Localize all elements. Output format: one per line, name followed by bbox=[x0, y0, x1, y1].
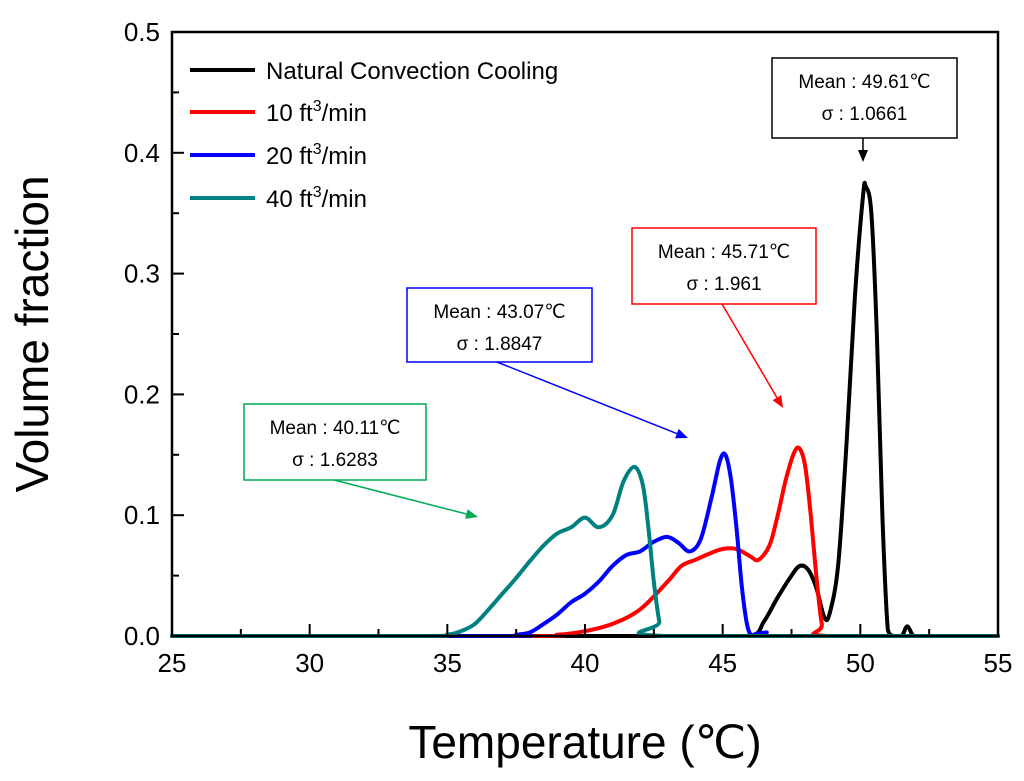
annotation-box-3 bbox=[406, 287, 593, 363]
annotation-sigma-2: σ : 1.961 bbox=[686, 274, 761, 295]
annotation-box-1 bbox=[771, 57, 958, 139]
y-tick-label: 0.3 bbox=[124, 259, 160, 289]
x-axis-title: Temperature (℃) bbox=[408, 716, 761, 768]
annotation-sigma-3: σ : 1.8847 bbox=[457, 334, 543, 355]
y-tick-label: 0.0 bbox=[124, 621, 160, 651]
annotation-mean-3: Mean : 43.07℃ bbox=[433, 302, 565, 323]
axis-ticks-group: 25 30 35 40 45 50 55 0.0 0.1 0.2 0.3 0.4 0.5 bbox=[124, 17, 1013, 678]
x-tick-label: 40 bbox=[571, 648, 600, 678]
x-tick-label: 25 bbox=[158, 648, 187, 678]
x-tick-label: 50 bbox=[846, 648, 875, 678]
x-tick-label: 45 bbox=[708, 648, 737, 678]
legend-label-4: 40 ft3/min bbox=[266, 184, 367, 213]
annotation-box-2 bbox=[631, 227, 817, 305]
annotation-arrow-2 bbox=[721, 303, 778, 399]
legend-label-1: Natural Convection Cooling bbox=[266, 58, 558, 85]
annotation-mean-4: Mean : 40.11℃ bbox=[270, 418, 401, 439]
series-line-3 bbox=[170, 451, 1000, 639]
annotation-mean-2: Mean : 45.71℃ bbox=[658, 242, 790, 263]
annotation-arrowhead-2 bbox=[772, 395, 783, 408]
annotation-arrow-4 bbox=[333, 479, 467, 515]
x-tick-label: 55 bbox=[984, 648, 1013, 678]
annotation-arrowhead-3 bbox=[675, 428, 688, 439]
x-tick-label: 35 bbox=[433, 648, 462, 678]
x-tick-label: 30 bbox=[295, 648, 324, 678]
legend-label-2: 10 ft3/min bbox=[266, 98, 367, 127]
y-tick-label: 0.1 bbox=[124, 500, 160, 530]
legend: Natural Convection Cooling 10 ft3/min 20 f… bbox=[190, 58, 558, 213]
y-tick-label: 0.2 bbox=[124, 379, 160, 409]
annotation-arrow-3 bbox=[496, 361, 678, 435]
annotation-sigma-4: σ : 1.6283 bbox=[292, 450, 378, 471]
annotations-group: Mean : 49.61℃ σ : 1.0661 Mean : 45.71℃ σ : … bbox=[243, 57, 958, 519]
y-axis-title: Volume fraction bbox=[6, 175, 58, 492]
y-tick-label: 0.5 bbox=[124, 17, 160, 47]
series-line-4 bbox=[170, 464, 1000, 639]
y-tick-label: 0.4 bbox=[124, 138, 160, 168]
legend-label-3: 20 ft3/min bbox=[266, 141, 367, 170]
annotation-box-4 bbox=[243, 403, 427, 481]
annotation-arrowhead-4 bbox=[465, 509, 478, 519]
annotation-arrowhead-1 bbox=[858, 150, 868, 162]
annotation-sigma-1: σ : 1.0661 bbox=[822, 104, 908, 125]
annotation-mean-1: Mean : 49.61℃ bbox=[798, 72, 930, 93]
